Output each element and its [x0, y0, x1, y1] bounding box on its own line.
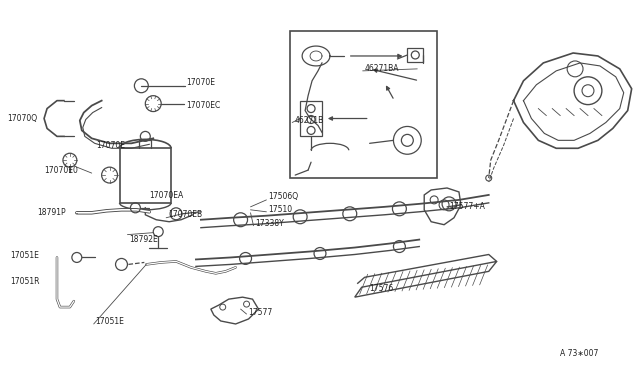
Text: 17051E: 17051E	[96, 317, 125, 327]
Text: 46271B: 46271B	[294, 116, 323, 125]
Text: 17506Q: 17506Q	[268, 192, 298, 201]
Text: 17070Q: 17070Q	[7, 114, 38, 123]
Text: 17051E: 17051E	[10, 251, 39, 260]
Text: 17070E: 17070E	[186, 78, 215, 87]
Text: 17510: 17510	[268, 205, 292, 214]
Text: A 73∗007: A 73∗007	[560, 349, 598, 358]
Text: 17576: 17576	[370, 284, 394, 293]
Text: 18791P: 18791P	[37, 208, 66, 217]
Text: 17070E: 17070E	[97, 141, 125, 150]
Text: 17070E0: 17070E0	[44, 166, 78, 174]
Text: 17577+A: 17577+A	[449, 202, 485, 211]
Bar	[120, 148, 171, 203]
Text: 17577: 17577	[248, 308, 273, 317]
Bar	[407, 48, 423, 62]
Text: 17051R: 17051R	[10, 277, 40, 286]
Text: 17070EA: 17070EA	[149, 192, 184, 201]
Text: 17338Y: 17338Y	[255, 219, 284, 228]
Polygon shape	[355, 262, 497, 297]
Text: 18792E: 18792E	[129, 235, 158, 244]
Bar	[300, 101, 322, 137]
Bar	[290, 31, 437, 178]
Text: 17070EB: 17070EB	[168, 210, 202, 219]
Text: 17070EC: 17070EC	[186, 101, 220, 110]
Text: 46271BA: 46271BA	[365, 64, 399, 73]
